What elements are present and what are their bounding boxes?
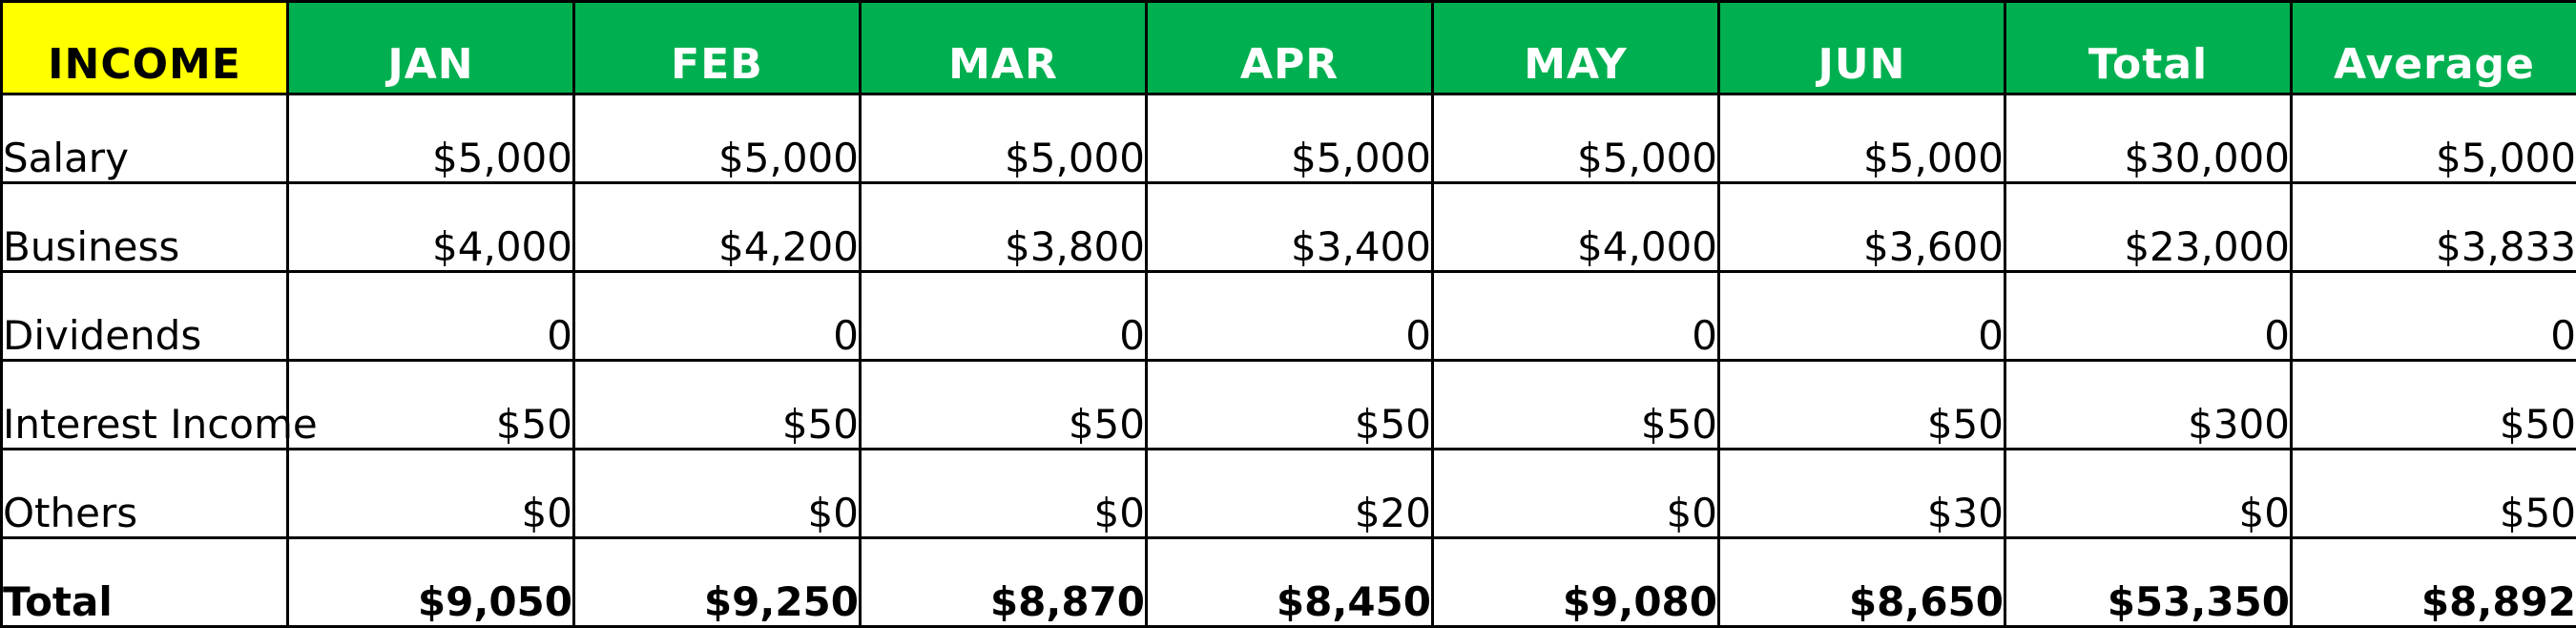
- column-header-feb[interactable]: FEB: [574, 2, 861, 94]
- column-header-average[interactable]: Average: [2292, 2, 2576, 94]
- table-cell[interactable]: $0: [1433, 450, 1719, 538]
- column-header-jun[interactable]: JUN: [1719, 2, 2005, 94]
- table-cell[interactable]: $4,000: [288, 183, 574, 272]
- table-cell[interactable]: $0: [2005, 450, 2292, 538]
- table-cell[interactable]: $5,000: [2292, 94, 2576, 183]
- table-cell[interactable]: $30,000: [2005, 94, 2292, 183]
- table-cell[interactable]: $4,200: [574, 183, 861, 272]
- table-cell[interactable]: 0: [861, 272, 1147, 361]
- table-cell[interactable]: $50: [2292, 361, 2576, 450]
- total-row: Total $9,050 $9,250 $8,870 $8,450 $9,080…: [2, 538, 2576, 627]
- table-cell[interactable]: $50: [1719, 361, 2005, 450]
- table-cell[interactable]: $5,000: [288, 94, 574, 183]
- column-header-jan[interactable]: JAN: [288, 2, 574, 94]
- table-cell[interactable]: 0: [288, 272, 574, 361]
- table-cell[interactable]: $50: [288, 361, 574, 450]
- table-cell[interactable]: $3,833: [2292, 183, 2576, 272]
- table-row: Salary $5,000 $5,000 $5,000 $5,000 $5,00…: [2, 94, 2576, 183]
- table-cell[interactable]: $0: [574, 450, 861, 538]
- total-cell[interactable]: $8,650: [1719, 538, 2005, 627]
- total-cell[interactable]: $9,080: [1433, 538, 1719, 627]
- table-cell[interactable]: $23,000: [2005, 183, 2292, 272]
- total-cell[interactable]: $9,050: [288, 538, 574, 627]
- table-row: Others $0 $0 $0 $20 $0 $30 $0 $50: [2, 450, 2576, 538]
- table-cell[interactable]: 0: [2292, 272, 2576, 361]
- table-cell[interactable]: $3,800: [861, 183, 1147, 272]
- row-label-dividends[interactable]: Dividends: [2, 272, 288, 361]
- table-cell[interactable]: $30: [1719, 450, 2005, 538]
- table-cell[interactable]: $0: [288, 450, 574, 538]
- header-row: INCOME JAN FEB MAR APR MAY JUN Total Ave…: [2, 2, 2576, 94]
- total-cell[interactable]: $8,870: [861, 538, 1147, 627]
- table-cell[interactable]: $50: [574, 361, 861, 450]
- column-header-apr[interactable]: APR: [1147, 2, 1433, 94]
- table-cell[interactable]: $300: [2005, 361, 2292, 450]
- table-row: Interest Income $50 $50 $50 $50 $50 $50 …: [2, 361, 2576, 450]
- total-cell[interactable]: $8,450: [1147, 538, 1433, 627]
- table-cell[interactable]: $3,400: [1147, 183, 1433, 272]
- table-cell[interactable]: $50: [2292, 450, 2576, 538]
- table-cell[interactable]: $3,600: [1719, 183, 2005, 272]
- row-label-others[interactable]: Others: [2, 450, 288, 538]
- row-label-total[interactable]: Total: [2, 538, 288, 627]
- total-cell[interactable]: $9,250: [574, 538, 861, 627]
- table-cell[interactable]: 0: [1147, 272, 1433, 361]
- table-cell[interactable]: $50: [1147, 361, 1433, 450]
- table-cell[interactable]: $5,000: [1719, 94, 2005, 183]
- income-header-cell[interactable]: INCOME: [2, 2, 288, 94]
- row-label-business[interactable]: Business: [2, 183, 288, 272]
- table-row: Business $4,000 $4,200 $3,800 $3,400 $4,…: [2, 183, 2576, 272]
- table-cell[interactable]: 0: [574, 272, 861, 361]
- table-cell[interactable]: $0: [861, 450, 1147, 538]
- table-cell[interactable]: $5,000: [1147, 94, 1433, 183]
- column-header-mar[interactable]: MAR: [861, 2, 1147, 94]
- total-cell[interactable]: $53,350: [2005, 538, 2292, 627]
- table-cell[interactable]: $5,000: [1433, 94, 1719, 183]
- column-header-may[interactable]: MAY: [1433, 2, 1719, 94]
- table-cell[interactable]: 0: [2005, 272, 2292, 361]
- row-label-salary[interactable]: Salary: [2, 94, 288, 183]
- total-cell[interactable]: $8,892: [2292, 538, 2576, 627]
- table-cell[interactable]: 0: [1719, 272, 2005, 361]
- table-cell[interactable]: $50: [861, 361, 1147, 450]
- table-cell[interactable]: $20: [1147, 450, 1433, 538]
- table-cell[interactable]: $4,000: [1433, 183, 1719, 272]
- row-label-interest-income[interactable]: Interest Income: [2, 361, 288, 450]
- table-cell[interactable]: $50: [1433, 361, 1719, 450]
- table-row: Dividends 0 0 0 0 0 0 0 0: [2, 272, 2576, 361]
- column-header-total[interactable]: Total: [2005, 2, 2292, 94]
- table-cell[interactable]: 0: [1433, 272, 1719, 361]
- table-cell[interactable]: $5,000: [861, 94, 1147, 183]
- table-cell[interactable]: $5,000: [574, 94, 861, 183]
